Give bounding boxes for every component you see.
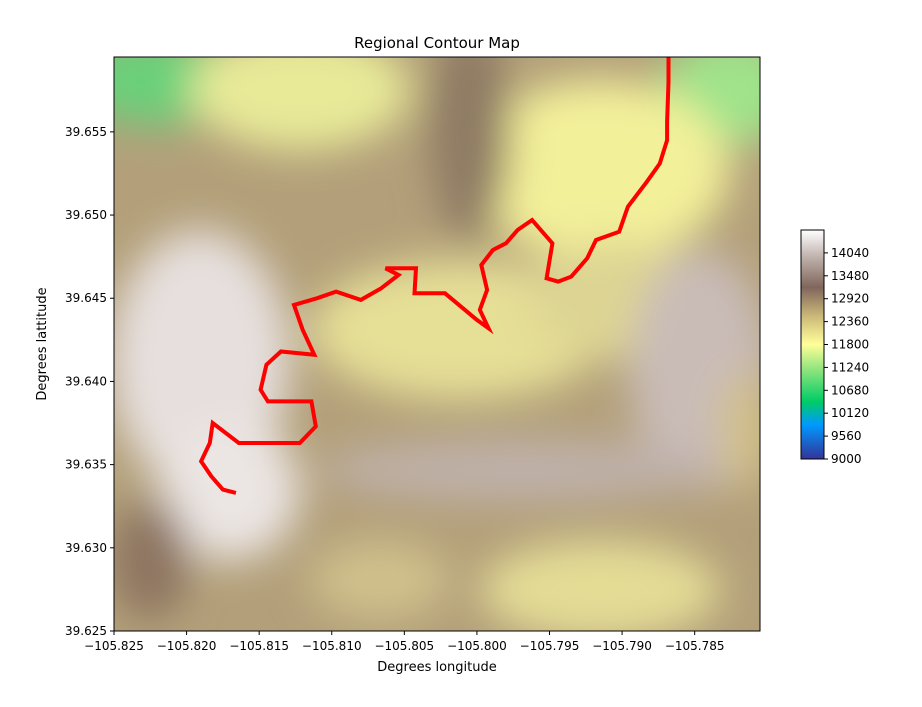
colorbar-tick-label: 10120	[831, 406, 869, 420]
terrain-surface	[114, 57, 760, 631]
x-tick-label: −105.810	[302, 639, 362, 653]
colorbar-ticks: 9000 9560 10120 10680 11240 11800 12360 12920 13…	[824, 246, 869, 466]
y-tick-label: 39.625	[65, 624, 107, 638]
colorbar: 9000 9560 10120 10680 11240 11800 12360 12920 13…	[800, 229, 869, 466]
y-axis: 39.625 39.630 39.635 39.640 39.645 39.650 39.6…	[65, 125, 114, 638]
x-tick-label: −105.800	[447, 639, 507, 653]
y-tick-label: 39.635	[65, 458, 107, 472]
x-tick-label: −105.785	[665, 639, 725, 653]
colorbar-tick-label: 13480	[831, 269, 869, 283]
y-tick-label: 39.640	[65, 374, 107, 388]
colorbar-tick-label: 11240	[831, 360, 869, 374]
colorbar-tick-label: 12920	[831, 292, 869, 306]
x-tick-label: −105.815	[229, 639, 289, 653]
colorbar-tick-label: 12360	[831, 315, 869, 329]
y-tick-label: 39.645	[65, 291, 107, 305]
y-tick-label: 39.655	[65, 125, 107, 139]
y-axis-label: Degrees lattitude	[35, 287, 50, 400]
colorbar-gradient	[800, 229, 825, 460]
x-tick-label: −105.805	[374, 639, 434, 653]
route-line	[198, 57, 671, 495]
colorbar-tick-label: 14040	[831, 246, 869, 260]
colorbar-tick-label: 9000	[831, 452, 862, 466]
plot-frame	[113, 56, 761, 632]
y-tick-label: 39.630	[65, 541, 107, 555]
colorbar-tick-label: 11800	[831, 338, 869, 352]
x-tick-label: −105.820	[157, 639, 217, 653]
x-tick-label: −105.790	[592, 639, 652, 653]
y-tick-label: 39.650	[65, 208, 107, 222]
x-axis-label: Degrees longitude	[377, 660, 496, 675]
x-axis: −105.825 −105.820 −105.815 −105.810 −105.805…	[84, 631, 725, 653]
x-tick-label: −105.825	[84, 639, 144, 653]
chart-title: Regional Contour Map	[354, 34, 520, 52]
colorbar-tick-label: 10680	[831, 383, 869, 397]
x-tick-label: −105.795	[520, 639, 580, 653]
colorbar-tick-label: 9560	[831, 429, 862, 443]
